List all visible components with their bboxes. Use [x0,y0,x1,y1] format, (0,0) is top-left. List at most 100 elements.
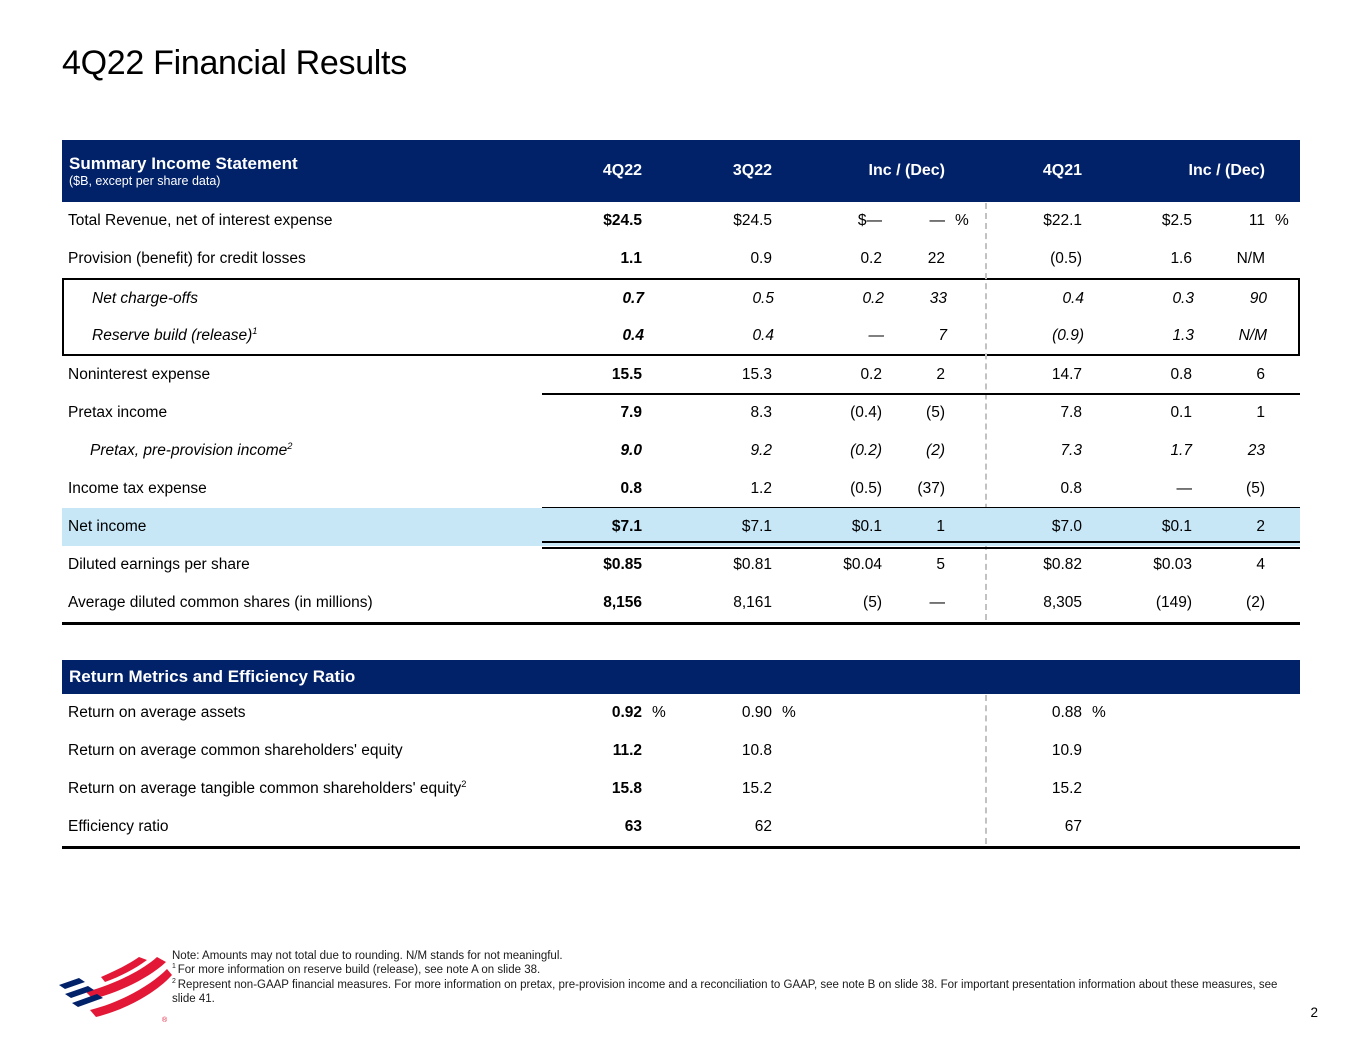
cell-3q22: 8,161 [733,594,772,611]
return-metrics-table: Return Metrics and Efficiency Ratio Retu… [62,660,1300,849]
cell-3q22: 15.2 [741,780,772,797]
page-title: 4Q22 Financial Results [62,44,407,82]
cell-3q22: 0.90 [741,704,772,721]
table-row: Pretax, pre-provision income2 9.0 9.2 (0.2)… [62,432,1300,470]
column-header-inc-dec-2: Inc / (Dec) [1188,162,1265,179]
table-row: Return on average assets 0.92% 0.90% 0.88% [62,694,1300,732]
unit-percent: % [652,704,666,721]
cell-4q22: 15.8 [611,780,642,797]
footnotes: Note: Amounts may not total due to round… [172,949,1287,1006]
cell-4q21: 10.9 [1051,742,1082,759]
income-table-subtitle: ($B, except per share data) [69,173,221,188]
cell-inc-dec-1-pct: 1 [936,518,945,535]
cell-inc-dec-1-amt: $— [857,212,882,229]
cell-inc-dec-1-pct: — [929,212,946,229]
row-label: Average diluted common shares (in millio… [68,594,373,611]
footnote: Note: Amounts may not total due to round… [172,950,563,962]
cell-4q21: 67 [1064,818,1082,835]
cell-3q22: 8.3 [750,404,772,421]
table-row: Return on average tangible common shareh… [62,770,1300,808]
cell-inc-dec-2-amt: $0.1 [1161,518,1192,535]
cell-inc-dec-1-pct: — [929,594,946,611]
cell-4q21: 7.8 [1060,404,1082,421]
cell-inc-dec-1-amt: (5) [863,594,882,611]
row-label: Return on average common shareholders' e… [68,742,403,759]
cell-4q22: $0.85 [603,556,642,573]
cell-inc-dec-2-amt: 0.3 [1172,289,1194,307]
cell-4q22: 11.2 [612,742,642,759]
cell-inc-dec-2-amt: — [1176,480,1193,497]
cell-3q22: 0.4 [752,326,774,344]
table-row: Efficiency ratio 63 62 67 [62,808,1300,846]
cell-3q22: $24.5 [733,212,772,229]
cell-3q22: 62 [754,818,772,835]
cell-3q22: 1.2 [750,480,772,497]
cell-4q22: $7.1 [611,518,642,535]
page-number: 2 [1310,1005,1318,1020]
cell-inc-dec-1-amt: (0.4) [850,404,882,421]
cell-4q21: 0.88 [1051,704,1082,721]
cell-4q22: 0.7 [622,289,644,307]
cell-4q22: 0.92 [611,704,642,721]
cell-inc-dec-1-pct: (5) [926,404,945,421]
cell-inc-dec-2-amt: (149) [1155,594,1192,611]
footnote: 1 For more information on reserve build … [172,963,541,977]
return-table-body: Return on average assets 0.92% 0.90% 0.88% R… [62,694,1300,846]
income-table-title-block: Summary Income Statement ($B, except per… [62,154,542,188]
cell-inc-dec-2-pct: 2 [1256,518,1265,535]
double-rule [542,541,1300,549]
row-label: Reserve build (release)1 [92,325,258,344]
income-table-header: Summary Income Statement ($B, except per… [62,140,1300,202]
cell-4q21: $22.1 [1043,212,1082,229]
cell-3q22: 0.9 [750,250,772,267]
table-row: Noninterest expense 15.5 15.3 0.2 2 14.7 0.8 6 [62,356,1300,395]
unit-percent: % [1092,704,1106,721]
cell-inc-dec-1-pct: (2) [926,442,945,459]
row-label: Return on average tangible common shareh… [68,778,467,797]
cell-3q22: $0.81 [733,556,772,573]
cell-4q22: 63 [624,818,642,835]
table-row: Provision (benefit) for credit losses 1.1… [62,240,1300,278]
table-row: Net income $7.1 $7.1 $0.1 1 $7.0 $0.1 2 [62,508,1300,549]
row-label: Diluted earnings per share [68,556,250,573]
cell-4q21: (0.5) [1050,250,1082,267]
cell-4q21: (0.9) [1052,326,1084,344]
cell-inc-dec-2-pct: 6 [1256,366,1265,383]
row-label: Total Revenue, net of interest expense [68,212,333,229]
row-label: Income tax expense [68,480,207,497]
cell-inc-dec-2-amt: 1.6 [1170,250,1192,267]
cell-inc-dec-1-amt: (0.5) [850,480,882,497]
dashed-column-divider [985,695,987,844]
table-row: Net charge-offs 0.7 0.5 0.2 33 0.4 0.3 90 [64,280,1298,317]
cell-inc-dec-2-amt: $0.03 [1153,556,1192,573]
cell-inc-dec-2-amt: 0.8 [1170,366,1192,383]
table-row: Income tax expense 0.8 1.2 (0.5) (37) 0.8 — (5) [62,470,1300,509]
cell-4q22: 8,156 [603,594,642,611]
table-row: Average diluted common shares (in millio… [62,584,1300,622]
return-table-title: Return Metrics and Efficiency Ratio [69,667,356,686]
cell-inc-dec-1-pct: 5 [936,556,945,573]
cell-inc-dec-1-pct: (37) [917,480,945,497]
column-header-4q21: 4Q21 [1042,162,1082,179]
cell-inc-dec-1-amt: (0.2) [850,442,882,459]
row-label: Net income [68,518,147,535]
registered-mark: ® [162,1016,168,1024]
summary-income-statement-table: Summary Income Statement ($B, except per… [62,140,1300,625]
unit-percent: % [1275,212,1289,229]
unit-percent: % [782,704,796,721]
row-label: Efficiency ratio [68,818,169,835]
cell-inc-dec-2-amt: 1.3 [1172,326,1194,344]
cell-4q22: $24.5 [603,212,642,229]
cell-4q22: 15.5 [611,366,642,383]
unit-percent: % [955,212,969,229]
row-label: Provision (benefit) for credit losses [68,250,306,267]
cell-inc-dec-1-amt: 0.2 [860,366,882,383]
cell-inc-dec-2-pct: N/M [1238,326,1267,344]
cell-4q22: 7.9 [620,404,642,421]
cell-inc-dec-2-amt: $2.5 [1161,212,1192,229]
dashed-column-divider [985,203,987,620]
credit-losses-detail-box: Net charge-offs 0.7 0.5 0.2 33 0.4 0.3 90 Reserv… [62,278,1300,356]
row-label: Noninterest expense [68,366,211,383]
cell-4q22: 0.8 [620,480,642,497]
